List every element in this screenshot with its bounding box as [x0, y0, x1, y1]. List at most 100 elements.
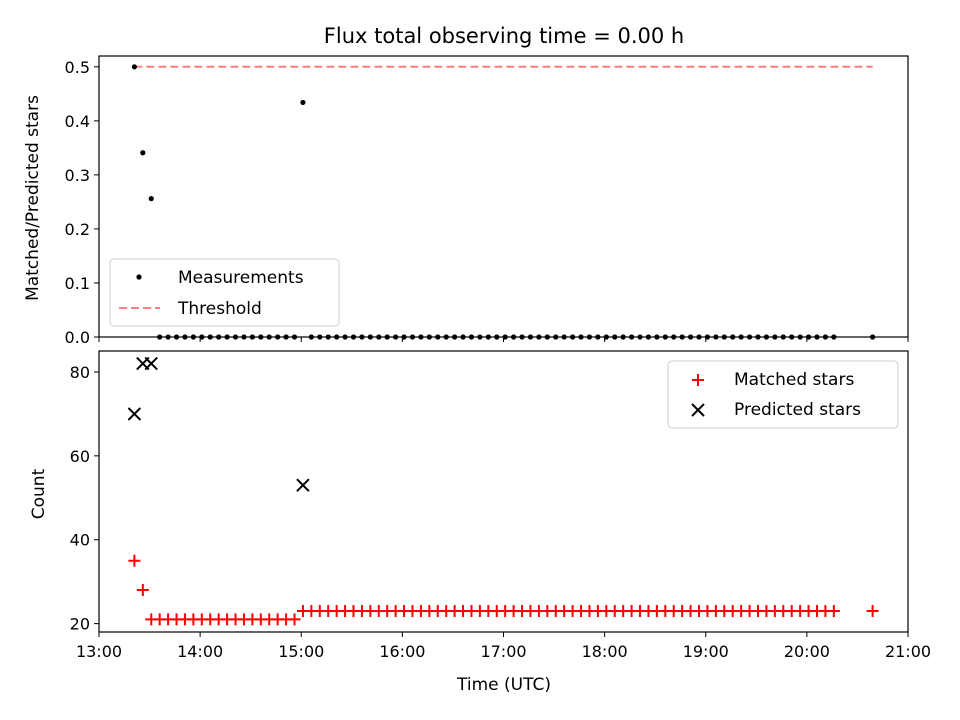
measurement-point: [704, 334, 711, 340]
measurement-point: [789, 334, 795, 340]
measurement-point: [831, 334, 837, 340]
measurement-point: [359, 334, 365, 340]
measurement-point: [561, 334, 567, 340]
measurement-point: [342, 334, 348, 340]
x-tick-label: 17:00: [480, 642, 526, 661]
measurement-point: [586, 334, 593, 340]
y-tick-label-top: 0.3: [65, 166, 90, 185]
measurement-point: [384, 334, 390, 340]
top-legend: Measurements Threshold: [109, 258, 340, 327]
measurement-point: [755, 334, 761, 340]
measurement-point: [738, 334, 744, 340]
measurement-point: [350, 334, 357, 340]
y-tick-label-bottom: 40: [70, 531, 90, 550]
matched-stars-point: [136, 584, 149, 597]
measurement-point: [713, 334, 719, 340]
measurement-point: [157, 334, 163, 340]
measurement-point: [687, 334, 694, 340]
x-tick-label: 19:00: [683, 642, 729, 661]
top-y-axis-label: Matched/Predicted stars: [23, 95, 43, 301]
measurement-point: [645, 334, 652, 340]
y-tick-label-top: 0.5: [65, 58, 90, 77]
measurement-point: [418, 334, 424, 340]
matched-stars-legend-label: Matched stars: [734, 370, 854, 390]
x-tick-label: 21:00: [885, 642, 931, 661]
measurements-legend-label: Measurements: [178, 268, 304, 288]
x-tick-label: 18:00: [582, 642, 628, 661]
measurement-point: [275, 334, 281, 340]
measurement-point: [300, 99, 306, 106]
measurement-point: [409, 334, 416, 340]
y-tick-label-bottom: 20: [70, 615, 90, 634]
measurement-point: [435, 334, 441, 340]
measurement-point: [485, 334, 491, 340]
measurement-point: [452, 334, 458, 340]
measurement-point: [662, 334, 668, 340]
measurement-point: [283, 334, 289, 340]
y-tick-label-top: 0.1: [65, 274, 90, 293]
matched-stars-point: [827, 605, 840, 618]
measurement-point: [207, 334, 213, 340]
measurement-point: [511, 334, 517, 340]
predicted-stars-point: [127, 407, 142, 421]
matched-stars-legend-marker: [692, 374, 704, 386]
measurement-point: [570, 334, 576, 340]
measurement-point: [367, 334, 373, 340]
y-tick-label-top: 0.2: [65, 220, 90, 239]
x-tick-label: 13:00: [76, 642, 122, 661]
measurement-point: [797, 334, 803, 340]
measurement-point: [654, 334, 660, 340]
measurement-point: [603, 334, 609, 340]
measurement-point: [595, 334, 601, 340]
y-tick-label-top: 0.0: [65, 328, 90, 347]
predicted-stars-legend-marker: [691, 403, 705, 417]
measurement-point: [401, 334, 407, 340]
measurement-point: [696, 334, 702, 340]
measurement-point: [182, 334, 188, 340]
measurement-point: [266, 334, 272, 340]
measurement-point: [460, 334, 466, 340]
measurement-point: [317, 334, 323, 340]
measurement-point: [443, 334, 449, 340]
measurement-point: [148, 196, 154, 202]
chart-title: Flux total observing time = 0.00 h: [324, 24, 684, 48]
measurement-point: [553, 334, 559, 340]
measurement-point: [376, 334, 382, 340]
x-tick-label: 20:00: [784, 642, 830, 661]
measurement-point: [527, 334, 534, 340]
measurement-point: [426, 334, 432, 340]
measurement-point: [334, 334, 340, 340]
measurements-legend-marker: [136, 274, 142, 280]
bottom-legend: Matched stars Predicted stars: [667, 360, 899, 429]
measurement-point: [620, 334, 626, 340]
measurement-point: [637, 334, 643, 340]
bottom-y-axis-label: Count: [29, 468, 49, 519]
measurement-point: [721, 334, 727, 340]
measurement-point: [216, 334, 222, 340]
bottom-panel: 20 40 60 80 13:00 14:00 15:00 16:00 17:00 18:00 19…: [70, 350, 931, 661]
measurement-point: [519, 334, 525, 340]
measurement-point: [494, 334, 500, 340]
x-tick-label: 15:00: [278, 642, 324, 661]
measurement-point: [502, 334, 508, 340]
measurement-point: [612, 334, 618, 340]
matched-stars-point: [128, 554, 141, 567]
matched-stars-point: [288, 613, 301, 626]
top-legend-frame: [109, 258, 340, 327]
measurement-point: [805, 334, 812, 340]
measurement-point: [477, 334, 483, 340]
predicted-stars-legend-label: Predicted stars: [734, 400, 861, 420]
measurement-point: [199, 334, 205, 340]
measurement-point: [173, 334, 180, 340]
measurement-point: [628, 334, 635, 340]
measurement-point: [308, 334, 314, 340]
measurement-point: [780, 334, 786, 340]
measurement-point: [291, 334, 298, 340]
measurement-point: [241, 334, 247, 340]
measurement-point: [468, 334, 475, 340]
measurement-point: [746, 334, 753, 340]
measurement-point: [258, 334, 264, 340]
measurement-point: [679, 334, 685, 340]
